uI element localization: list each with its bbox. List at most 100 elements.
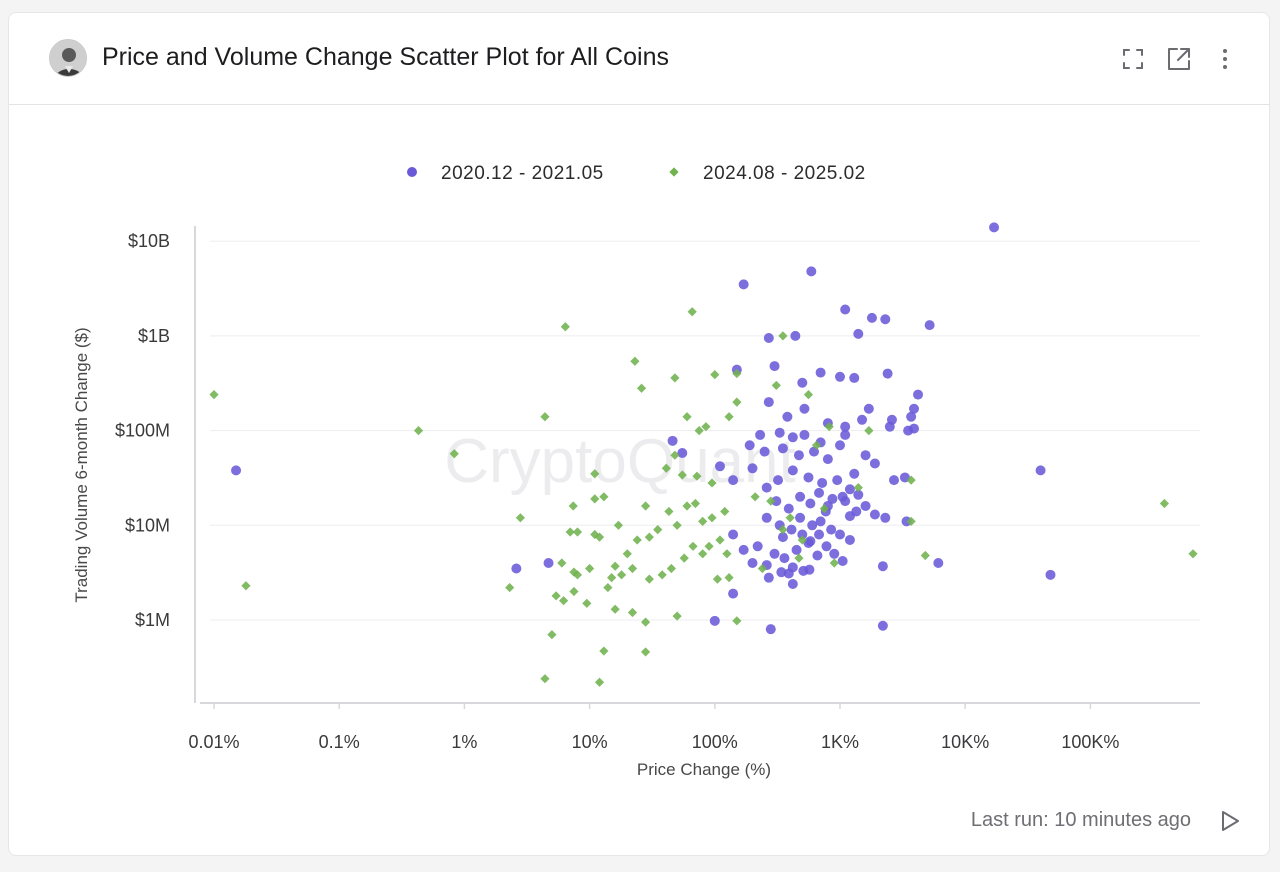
data-point-2020-2021	[795, 512, 806, 523]
run-button[interactable]	[1217, 808, 1243, 834]
data-point-2020-2021	[804, 564, 815, 575]
data-point-2024-2025	[906, 475, 916, 485]
data-point-2024-2025	[920, 550, 930, 561]
data-point-2020-2021	[761, 482, 772, 493]
data-point-2024-2025	[585, 563, 595, 574]
data-point-2020-2021	[803, 472, 814, 483]
data-point-2024-2025	[682, 412, 692, 422]
data-point-2020-2021	[511, 563, 522, 574]
data-point-2020-2021	[793, 450, 804, 461]
data-point-2024-2025	[778, 525, 788, 535]
open-external-button[interactable]	[1165, 45, 1193, 73]
data-point-2024-2025	[594, 532, 605, 542]
data-point-2020-2021	[829, 548, 840, 559]
more-menu-button[interactable]	[1211, 45, 1239, 73]
data-point-2020-2021	[769, 548, 780, 559]
data-point-2024-2025	[670, 450, 680, 460]
data-point-2020-2021	[826, 524, 837, 535]
legend-marker-2020-2021	[407, 167, 417, 177]
data-point-2024-2025	[599, 646, 609, 656]
data-point-2020-2021	[806, 266, 817, 277]
data-point-2020-2021	[849, 372, 860, 383]
data-point-2020-2021	[814, 529, 825, 540]
y-axis-title: Trading Volume 6-month Change ($)	[72, 327, 91, 602]
data-point-2020-2021	[880, 314, 891, 325]
data-point-2020-2021	[728, 529, 739, 540]
data-point-2020-2021	[776, 567, 787, 578]
data-point-2020-2021	[877, 620, 888, 631]
data-point-2020-2021	[763, 572, 774, 583]
data-point-2020-2021	[777, 443, 788, 454]
x-tick-label: 1%	[451, 732, 477, 752]
data-point-2020-2021	[933, 557, 944, 568]
data-point-2020-2021	[747, 557, 758, 568]
data-point-2024-2025	[724, 573, 734, 583]
data-point-2024-2025	[590, 529, 600, 540]
data-point-2024-2025	[670, 373, 680, 383]
data-point-2020-2021	[840, 304, 851, 315]
data-point-2024-2025	[732, 616, 742, 626]
data-point-2024-2025	[632, 535, 642, 545]
data-point-2020-2021	[863, 403, 874, 414]
data-point-2024-2025	[707, 478, 717, 488]
legend-marker-2024-2025	[669, 167, 679, 177]
data-point-2020-2021	[860, 450, 871, 461]
data-point-2024-2025	[599, 492, 609, 502]
data-point-2024-2025	[565, 527, 575, 537]
data-point-2020-2021	[817, 477, 828, 488]
data-point-2024-2025	[692, 471, 702, 481]
data-point-2024-2025	[630, 356, 640, 366]
data-point-2024-2025	[819, 504, 829, 514]
data-point-2024-2025	[640, 617, 651, 627]
data-point-2020-2021	[761, 512, 772, 523]
data-point-2020-2021	[799, 429, 810, 440]
data-point-2024-2025	[771, 380, 781, 391]
data-point-2024-2025	[622, 549, 632, 559]
data-point-2020-2021	[866, 312, 877, 323]
data-point-2024-2025	[715, 535, 725, 545]
data-point-2024-2025	[636, 383, 647, 393]
data-point-2020-2021	[728, 475, 739, 486]
data-point-2020-2021	[835, 529, 845, 540]
data-point-2020-2021	[1045, 569, 1056, 580]
data-point-2024-2025	[640, 647, 651, 657]
data-point-2020-2021	[805, 536, 816, 547]
data-point-2024-2025	[644, 574, 654, 584]
data-point-2024-2025	[694, 426, 704, 436]
data-point-2020-2021	[906, 411, 917, 422]
x-tick-label: 0.1%	[319, 732, 360, 752]
data-point-2020-2021	[814, 487, 825, 498]
data-point-2024-2025	[627, 607, 638, 618]
data-point-2020-2021	[763, 397, 774, 408]
data-point-2020-2021	[677, 448, 688, 459]
expand-button[interactable]	[1119, 45, 1147, 73]
data-point-2020-2021	[769, 361, 780, 372]
data-point-2024-2025	[811, 440, 822, 450]
data-point-2020-2021	[909, 423, 920, 434]
data-point-2024-2025	[661, 463, 671, 473]
data-point-2024-2025	[710, 370, 720, 380]
data-point-2024-2025	[540, 674, 550, 684]
data-point-2024-2025	[750, 492, 760, 502]
data-point-2020-2021	[738, 279, 749, 290]
data-point-2024-2025	[557, 558, 567, 568]
data-point-2024-2025	[613, 520, 624, 530]
data-point-2024-2025	[666, 563, 676, 574]
data-point-2024-2025	[679, 553, 689, 563]
data-point-2024-2025	[1159, 498, 1170, 509]
data-point-2020-2021	[744, 440, 755, 451]
data-point-2020-2021	[790, 330, 801, 341]
data-point-2024-2025	[603, 582, 613, 593]
data-point-2024-2025	[607, 573, 617, 583]
data-point-2020-2021	[765, 624, 776, 635]
avatar	[49, 39, 87, 77]
data-point-2024-2025	[732, 397, 742, 407]
y-tick-label: $1M	[135, 610, 170, 630]
x-tick-label: 100K%	[1061, 732, 1119, 752]
data-point-2020-2021	[786, 524, 797, 535]
data-point-2024-2025	[757, 563, 768, 574]
data-point-2024-2025	[449, 449, 459, 459]
data-point-2020-2021	[837, 555, 848, 566]
data-point-2020-2021	[835, 371, 845, 382]
data-point-2024-2025	[701, 422, 711, 432]
